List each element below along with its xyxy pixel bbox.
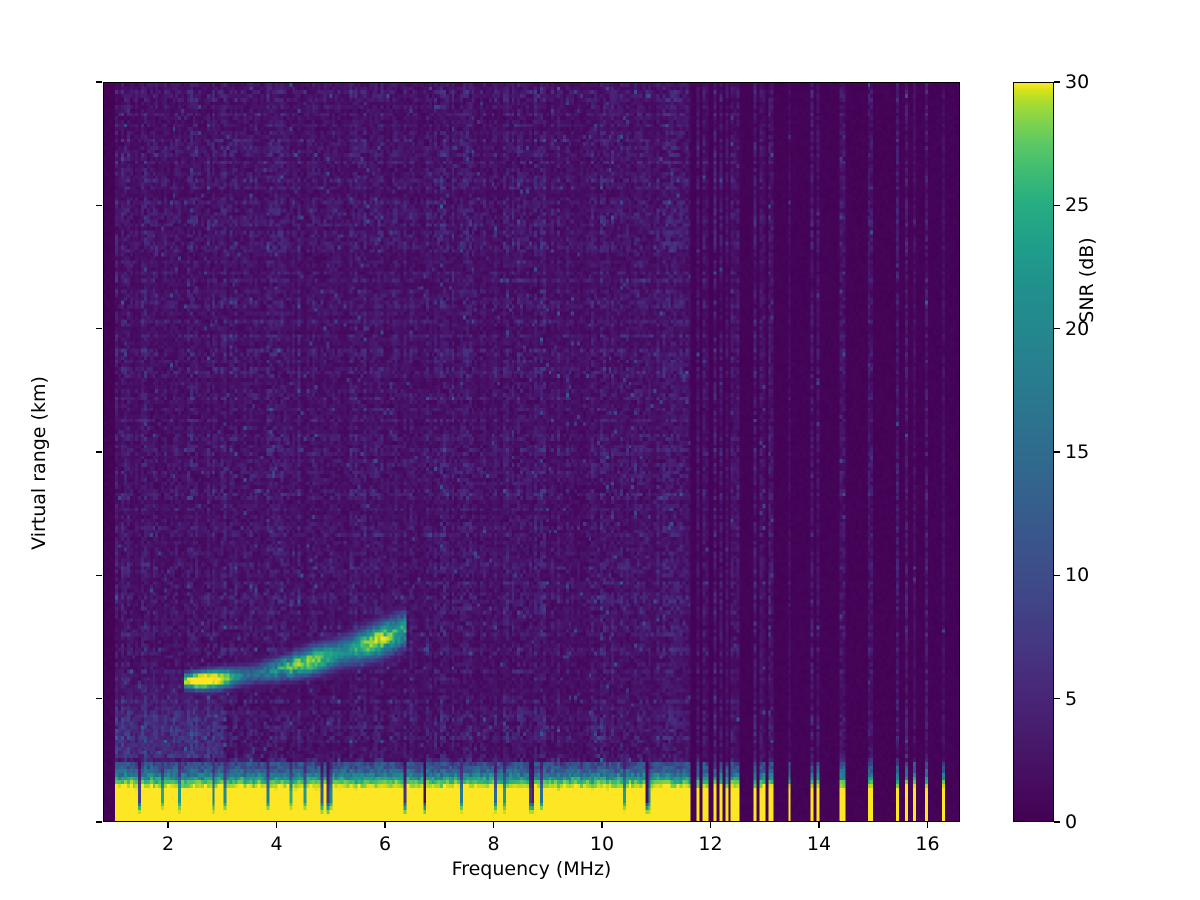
x-axis-label: Frequency (MHz) bbox=[451, 858, 612, 880]
x-tick-label: 12 bbox=[698, 833, 723, 855]
colorbar-gradient bbox=[1013, 82, 1054, 822]
x-tick-mark bbox=[926, 822, 929, 828]
colorbar-tick-label: 5 bbox=[1065, 687, 1078, 710]
x-tick-label: 2 bbox=[162, 833, 175, 855]
y-tick-mark bbox=[96, 327, 102, 330]
y-tick-mark bbox=[96, 821, 102, 823]
x-tick-mark bbox=[709, 822, 712, 828]
x-tick-label: 4 bbox=[270, 833, 283, 855]
colorbar-tick-mark bbox=[1054, 697, 1060, 700]
y-tick-mark bbox=[96, 574, 102, 577]
colorbar: 0 5 10 15 20 25 30 bbox=[1013, 73, 1089, 832]
x-tick-label: 10 bbox=[589, 833, 615, 855]
x-tick-mark bbox=[601, 822, 603, 828]
colorbar-tick-mark bbox=[1054, 821, 1060, 823]
x-tick-label: 16 bbox=[915, 833, 940, 855]
colorbar-tick-label: 0 bbox=[1065, 811, 1078, 833]
y-axis-label: Virtual range (km) bbox=[28, 376, 50, 550]
x-tick-label: 14 bbox=[806, 833, 832, 855]
x-tick-label: 6 bbox=[379, 833, 392, 855]
colorbar-tick-mark bbox=[1054, 451, 1060, 453]
x-tick-mark bbox=[492, 822, 495, 828]
colorbar-tick-label: 20 bbox=[1065, 317, 1090, 340]
y-tick-mark bbox=[96, 697, 102, 700]
x-tick-mark bbox=[818, 822, 820, 828]
colorbar-tick-label: 30 bbox=[1065, 71, 1090, 93]
x-tick-mark bbox=[167, 822, 169, 828]
colorbar-tick-label: 10 bbox=[1065, 564, 1090, 587]
x-tick-label: 8 bbox=[487, 833, 500, 855]
x-tick-mark bbox=[275, 822, 278, 828]
y-tick-mark bbox=[96, 451, 102, 453]
colorbar-tick-label: 15 bbox=[1065, 441, 1090, 463]
x-tick-mark bbox=[384, 822, 386, 828]
ionogram-heatmap bbox=[104, 83, 959, 821]
colorbar-label: SNR (dB) bbox=[1076, 237, 1098, 323]
y-tick-mark bbox=[96, 81, 102, 83]
colorbar-tick-mark bbox=[1054, 204, 1060, 207]
ionogram-plot-area bbox=[103, 82, 960, 822]
colorbar-tick-mark bbox=[1054, 81, 1060, 83]
colorbar-tick-mark bbox=[1054, 327, 1060, 330]
colorbar-tick-mark bbox=[1054, 574, 1060, 577]
colorbar-tick-label: 25 bbox=[1065, 194, 1090, 217]
y-tick-mark bbox=[96, 204, 102, 207]
